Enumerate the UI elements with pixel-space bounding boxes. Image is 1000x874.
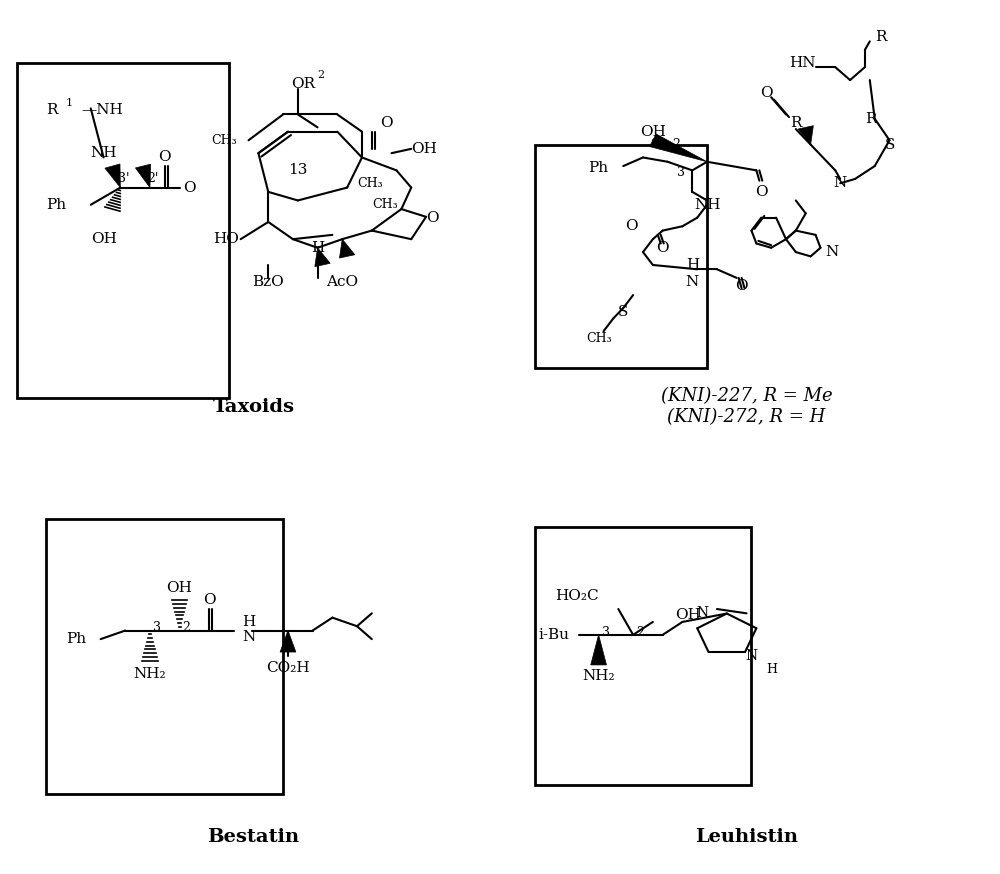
Text: NH₂: NH₂ [582,669,615,683]
Text: 3: 3 [153,621,161,635]
Text: N: N [825,245,839,259]
Bar [46,518,283,794]
Bar [17,63,229,399]
Text: 2': 2' [147,172,159,185]
Text: O: O [755,185,768,199]
Text: OR: OR [291,78,315,92]
Polygon shape [105,164,120,188]
Polygon shape [280,630,296,652]
Text: 2: 2 [636,626,644,639]
Text: AcO: AcO [326,275,358,289]
Text: O: O [158,150,171,164]
Text: 1: 1 [66,99,73,108]
Text: i-Bu: i-Bu [539,628,570,642]
Text: Ph: Ph [66,632,86,646]
Text: O: O [203,593,215,607]
Text: N: N [745,649,758,663]
Text: R: R [875,30,886,44]
Text: R: R [790,116,802,130]
Text: O: O [735,280,748,294]
Text: 2: 2 [182,621,190,635]
Text: OH: OH [640,125,666,139]
Text: H
N: H N [686,259,699,288]
Text: BzO: BzO [252,275,284,289]
Text: NH: NH [694,198,720,212]
Text: OH: OH [676,608,701,622]
Polygon shape [339,239,355,258]
Text: 13: 13 [288,163,308,177]
Text: Taxoids: Taxoids [212,398,294,416]
Text: CH₃: CH₃ [372,198,397,212]
Text: H: H [242,615,255,629]
Bar [535,144,707,368]
Text: 3': 3' [118,172,129,185]
Text: HN: HN [789,56,816,70]
Text: N: N [242,630,255,644]
Text: 2: 2 [318,70,325,80]
Text: 3: 3 [677,165,685,178]
Text: Bestatin: Bestatin [207,828,300,846]
Text: S: S [618,305,628,319]
Text: OH: OH [91,232,117,246]
Text: HO₂C: HO₂C [555,589,599,603]
Text: N: N [834,177,847,191]
Text: O: O [656,240,669,255]
Text: NH₂: NH₂ [134,667,166,681]
Text: —NH: —NH [81,103,123,117]
Text: 2: 2 [673,138,680,151]
Text: Leuhistin: Leuhistin [695,828,798,846]
Polygon shape [315,247,330,267]
Text: S: S [884,137,895,151]
Text: CH₃: CH₃ [357,177,383,190]
Bar [535,527,751,786]
Text: O: O [760,86,773,100]
Text: O: O [380,116,393,130]
Text: N: N [696,607,708,621]
Text: CO₂H: CO₂H [266,661,310,675]
Text: R: R [46,103,58,117]
Text: Ph: Ph [46,198,67,212]
Text: H: H [311,240,324,255]
Text: CH₃: CH₃ [586,331,611,344]
Text: O: O [183,181,196,195]
Polygon shape [798,126,813,144]
Polygon shape [135,164,151,188]
Text: O: O [426,211,439,225]
Polygon shape [591,635,606,665]
Text: O: O [625,219,638,233]
Text: 3: 3 [602,626,610,639]
Text: OH: OH [167,580,192,594]
Polygon shape [650,134,707,162]
Text: HO: HO [213,232,239,246]
Text: H: H [766,662,777,676]
Text: R: R [865,112,876,126]
Text: CH₃: CH₃ [211,134,237,147]
Text: NH: NH [90,146,117,160]
Text: (KNI)-227, R = Me
(KNI)-272, R = H: (KNI)-227, R = Me (KNI)-272, R = H [661,387,832,427]
Text: Ph: Ph [588,161,608,175]
Text: OH: OH [411,142,437,156]
